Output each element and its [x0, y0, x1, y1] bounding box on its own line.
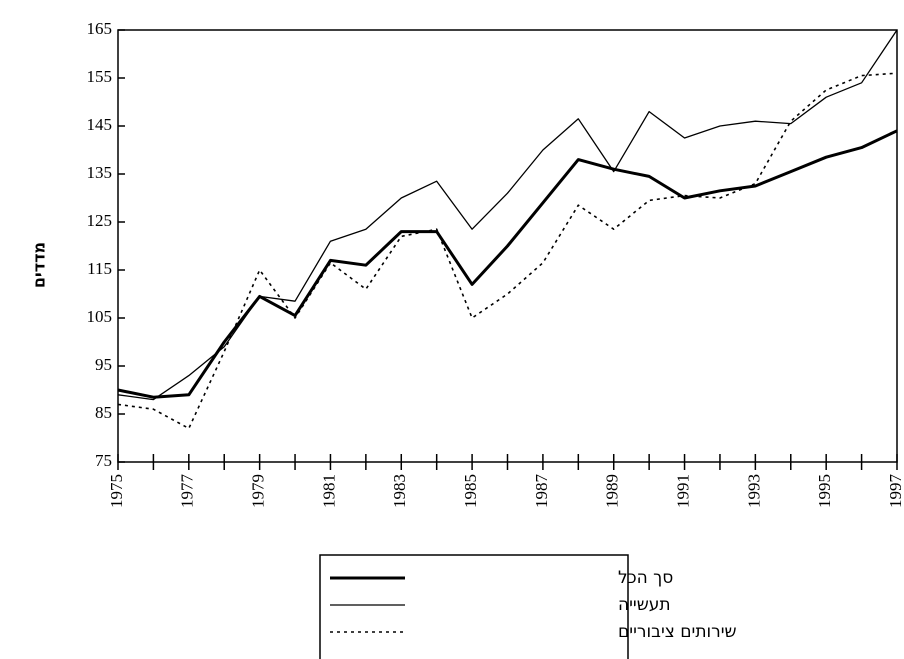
y-tick-label: 85 [95, 403, 112, 422]
x-tick-label: 1975 [107, 474, 126, 508]
x-tick-label: 1977 [178, 474, 197, 509]
x-tick-label: 1995 [815, 474, 834, 508]
y-tick-label: 125 [87, 211, 113, 230]
legend-box [319, 554, 629, 659]
x-tick-label: 1985 [461, 474, 480, 508]
y-tick-label: 165 [87, 19, 113, 38]
y-tick-label: 145 [87, 115, 113, 134]
x-tick-label: 1981 [319, 474, 338, 508]
series-line [117, 29, 898, 401]
series-line [117, 129, 898, 399]
y-tick-label: 155 [87, 67, 113, 86]
y-tick-label: 75 [95, 451, 112, 470]
x-tick-label: 1989 [603, 474, 622, 508]
series-line [117, 72, 898, 430]
y-axis-label: מדדים [30, 242, 49, 288]
x-tick-label: 1979 [249, 474, 268, 508]
legend-label: שירותים ציבוריים [618, 622, 737, 642]
legend-label: תעשייה [618, 595, 671, 615]
x-tick-label: 1983 [390, 474, 409, 508]
x-tick-label: 1997 [886, 474, 904, 509]
x-tick-label: 1991 [673, 474, 692, 508]
y-tick-label: 115 [87, 259, 112, 278]
y-tick-label: 95 [95, 355, 112, 374]
legend-label: סך הכל [618, 568, 673, 588]
x-tick-label: 1993 [744, 474, 763, 508]
x-tick-label: 1987 [532, 474, 551, 509]
y-tick-label: 135 [87, 163, 113, 182]
y-tick-label: 105 [87, 307, 113, 326]
